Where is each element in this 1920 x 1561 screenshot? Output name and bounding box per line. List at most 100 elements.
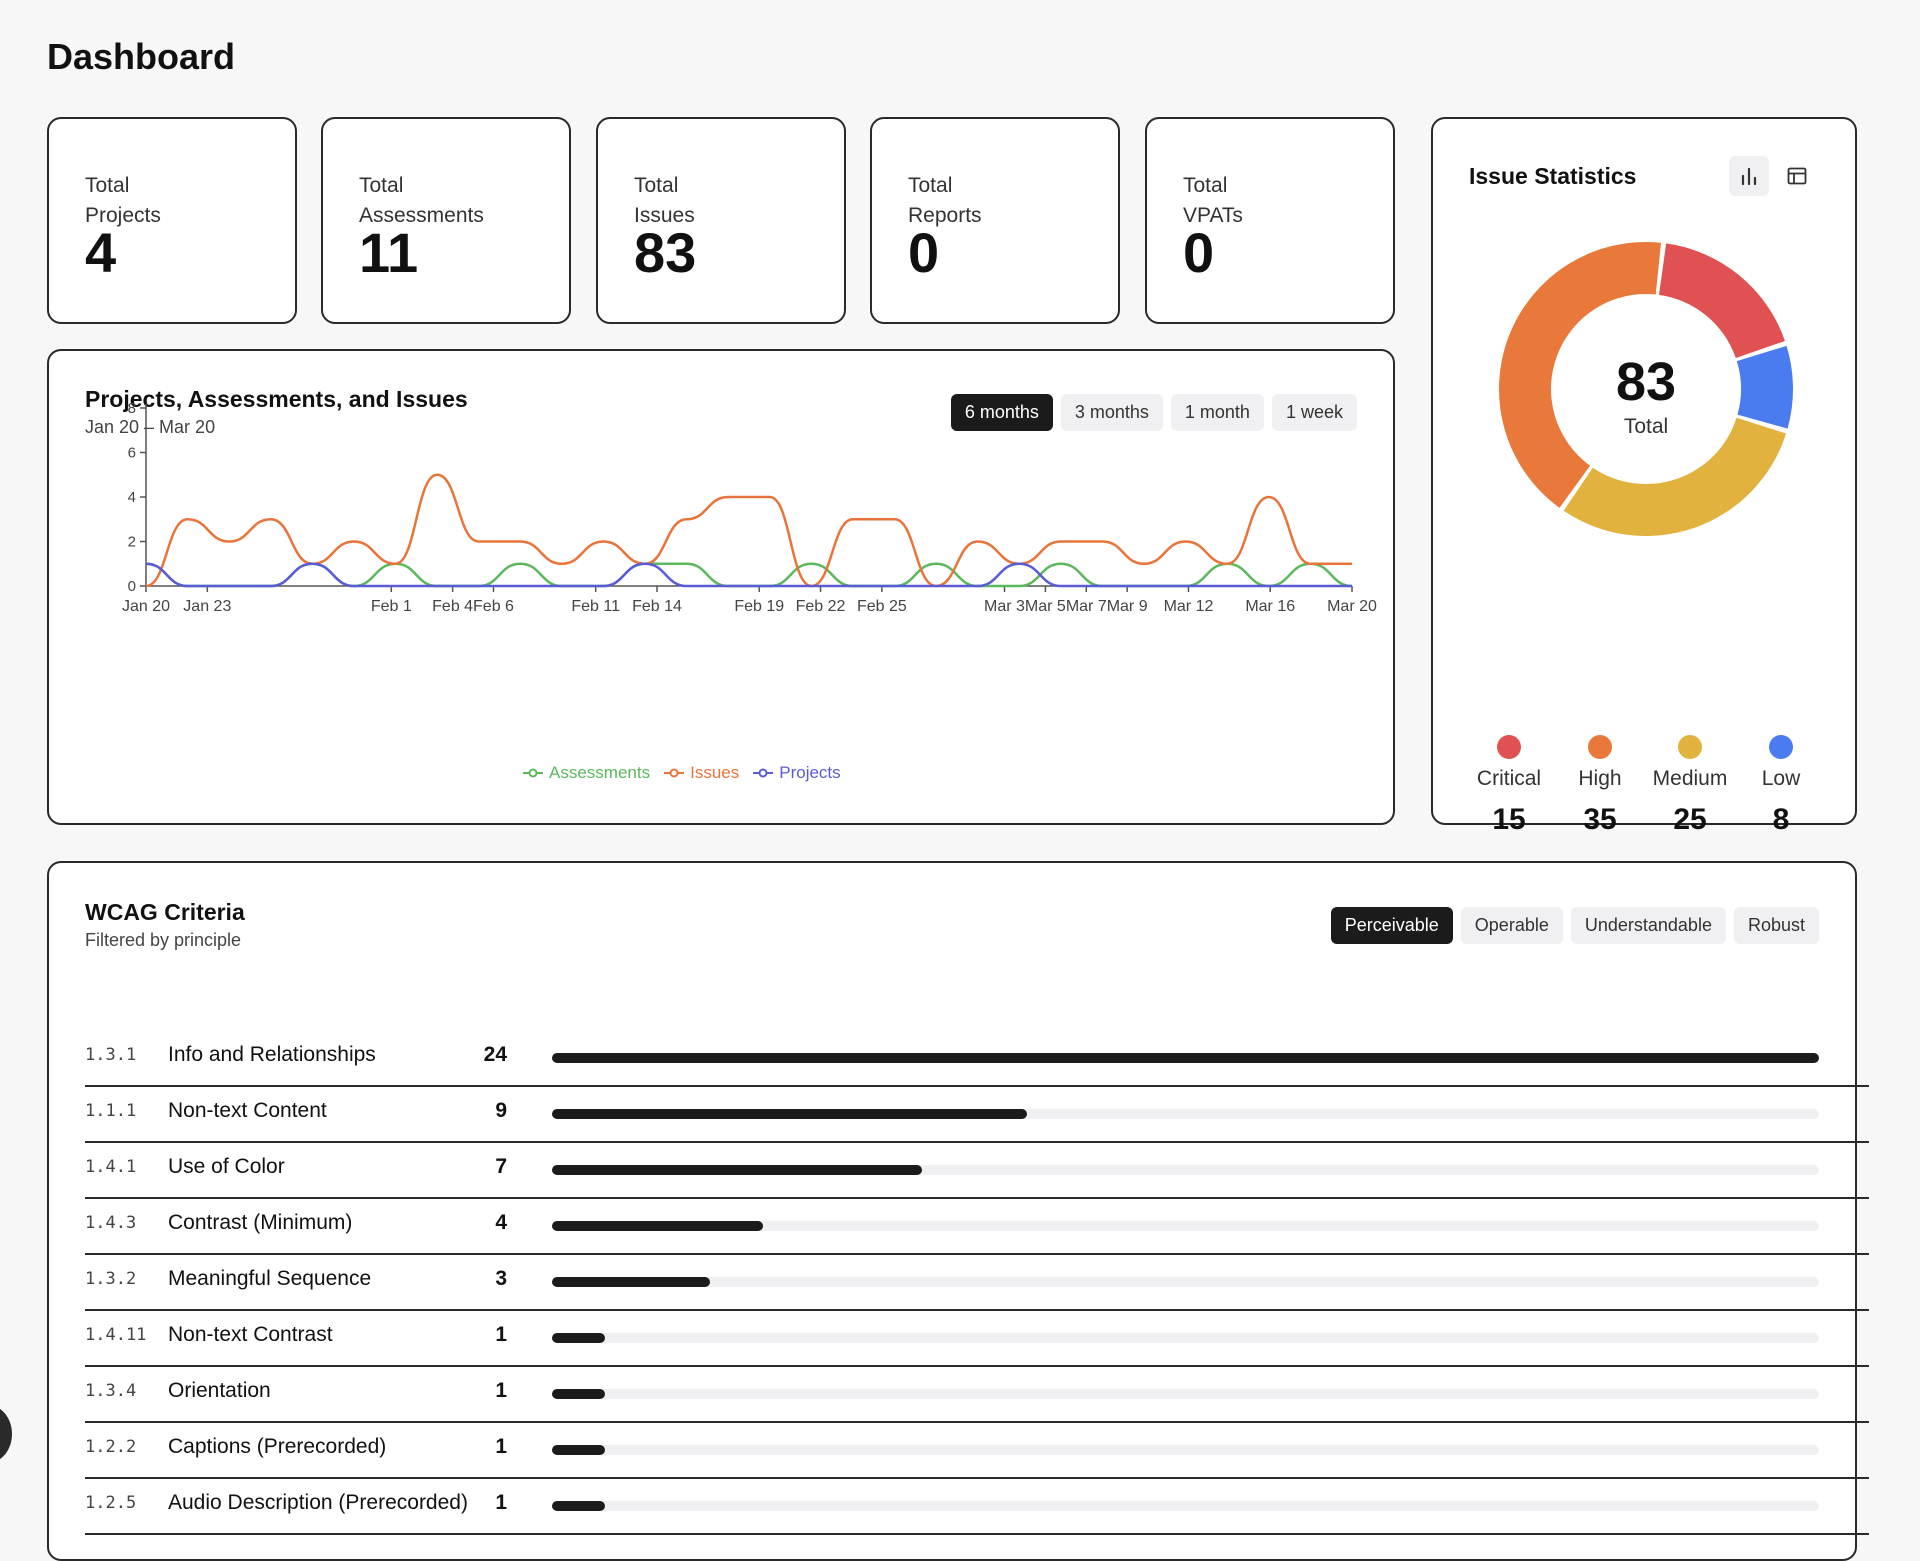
wcag-principle-filter: Perceivable Operable Understandable Robu… bbox=[1330, 907, 1819, 944]
series-line-issues bbox=[145, 473, 1352, 588]
wcag-row[interactable]: 1.1.1 Non-text Content 9 bbox=[85, 1087, 1869, 1143]
x-tick-label: Mar 3 bbox=[984, 598, 1025, 615]
wcag-row[interactable]: 1.4.11 Non-text Contrast 1 bbox=[85, 1311, 1869, 1367]
floating-action-button[interactable] bbox=[0, 1405, 12, 1463]
severity-low: Low 8 bbox=[1736, 735, 1826, 837]
range-1-month-button[interactable]: 1 month bbox=[1170, 394, 1264, 431]
stat-label-line: Total bbox=[85, 174, 130, 197]
stat-label: Total VPATs bbox=[1183, 171, 1243, 231]
legend-item-projects[interactable]: Projects bbox=[753, 763, 841, 783]
criterion-code: 1.4.3 bbox=[85, 1213, 137, 1233]
donut-total-value: 83 bbox=[1615, 352, 1677, 412]
x-tick-label: Feb 22 bbox=[796, 598, 846, 615]
x-tick-label: Mar 7 bbox=[1066, 598, 1107, 615]
trend-range-label: Jan 20 – Mar 20 bbox=[85, 417, 216, 437]
bar-chart-view-button[interactable] bbox=[1729, 156, 1769, 196]
filter-perceivable-button[interactable]: Perceivable bbox=[1330, 907, 1453, 944]
issue-stats-title: Issue Statistics bbox=[1469, 163, 1637, 189]
donut-slice-high[interactable] bbox=[1499, 242, 1662, 508]
criterion-bar-track bbox=[552, 1389, 1819, 1399]
y-tick-label: 4 bbox=[128, 489, 136, 506]
range-6-months-button[interactable]: 6 months bbox=[950, 394, 1053, 431]
filter-robust-button[interactable]: Robust bbox=[1733, 907, 1819, 944]
range-1-week-button[interactable]: 1 week bbox=[1271, 394, 1357, 431]
x-tick-label: Mar 12 bbox=[1164, 598, 1214, 615]
bar-chart-icon bbox=[1741, 167, 1757, 186]
range-3-months-button[interactable]: 3 months bbox=[1060, 394, 1163, 431]
criterion-name: Contrast (Minimum) bbox=[168, 1211, 353, 1234]
criterion-code: 1.3.1 bbox=[85, 1045, 137, 1065]
wcag-subtitle: Filtered by principle bbox=[85, 930, 242, 950]
series-line-projects bbox=[145, 562, 1352, 588]
criterion-name: Captions (Prerecorded) bbox=[168, 1435, 387, 1458]
stat-label: Total Projects bbox=[85, 171, 161, 231]
wcag-card: WCAG Criteria Filtered by principle Perc… bbox=[47, 861, 1869, 1561]
stat-value: 0 bbox=[1183, 221, 1215, 284]
wcag-row[interactable]: 1.3.1 Info and Relationships 24 bbox=[85, 1031, 1869, 1087]
filter-operable-button[interactable]: Operable bbox=[1460, 907, 1563, 944]
trend-card: Projects, Assessments, and Issues Jan 20… bbox=[47, 349, 1395, 825]
legend-item-assessments[interactable]: Assessments bbox=[523, 763, 650, 783]
criterion-name: Orientation bbox=[168, 1379, 271, 1402]
severity-medium: Medium 25 bbox=[1645, 735, 1735, 837]
stat-value: 4 bbox=[85, 221, 117, 284]
severity-count: 25 bbox=[1673, 803, 1707, 836]
page-title: Dashboard bbox=[47, 36, 236, 77]
stat-label-line: Total bbox=[634, 174, 679, 197]
donut-slice-critical[interactable] bbox=[1659, 243, 1785, 358]
table-icon bbox=[1787, 167, 1807, 185]
stat-label: Total Issues bbox=[634, 171, 695, 231]
stat-card-reports: Total Reports 0 bbox=[870, 117, 1120, 324]
criterion-name: Meaningful Sequence bbox=[168, 1267, 372, 1290]
legend-item-issues[interactable]: Issues bbox=[664, 763, 739, 783]
severity-name: Critical bbox=[1476, 767, 1542, 790]
criterion-bar-fill bbox=[552, 1333, 605, 1343]
criterion-bar-track bbox=[552, 1053, 1819, 1063]
issue-stats-card: Issue Statistics 83 Total Critical 15 Hig… bbox=[1431, 117, 1857, 836]
criterion-bar-fill bbox=[552, 1053, 1819, 1063]
legend-label: Assessments bbox=[549, 763, 651, 782]
donut-total-label: Total bbox=[1623, 415, 1669, 438]
criterion-count: 7 bbox=[495, 1155, 507, 1178]
severity-dot bbox=[1588, 735, 1612, 759]
y-tick-label: 0 bbox=[128, 578, 136, 595]
donut-slice-medium[interactable] bbox=[1563, 417, 1787, 536]
x-tick-label: Feb 1 bbox=[371, 598, 412, 615]
filter-understandable-button[interactable]: Understandable bbox=[1570, 907, 1726, 944]
criterion-code: 1.4.1 bbox=[85, 1157, 137, 1177]
criterion-bar-fill bbox=[552, 1277, 711, 1287]
wcag-row[interactable]: 1.2.2 Captions (Prerecorded) 1 bbox=[85, 1423, 1869, 1479]
series-line-assessments bbox=[145, 562, 1353, 588]
criterion-bar-fill bbox=[552, 1501, 605, 1511]
criterion-name: Non-text Content bbox=[168, 1099, 327, 1122]
wcag-row[interactable]: 1.2.5 Audio Description (Prerecorded) 1 bbox=[85, 1479, 1869, 1535]
criterion-code: 1.2.2 bbox=[85, 1437, 137, 1457]
x-tick-label: Feb 11 bbox=[571, 598, 620, 615]
severity-high: High 35 bbox=[1555, 735, 1645, 837]
donut-slice-low[interactable] bbox=[1736, 345, 1793, 429]
x-tick-label: Jan 23 bbox=[183, 598, 231, 615]
wcag-row[interactable]: 1.4.3 Contrast (Minimum) 4 bbox=[85, 1199, 1869, 1255]
criterion-bar-track bbox=[552, 1165, 1819, 1175]
stat-card-vpats: Total VPATs 0 bbox=[1145, 117, 1395, 324]
severity-dot bbox=[1678, 735, 1702, 759]
criterion-code: 1.4.11 bbox=[85, 1325, 147, 1345]
legend-label: Projects bbox=[779, 763, 841, 782]
severity-count: 35 bbox=[1583, 803, 1617, 836]
table-view-button[interactable] bbox=[1777, 156, 1817, 196]
criterion-code: 1.3.2 bbox=[85, 1269, 137, 1289]
criterion-name: Info and Relationships bbox=[168, 1043, 376, 1066]
criterion-count: 4 bbox=[495, 1211, 507, 1234]
wcag-row[interactable]: 1.3.4 Orientation 1 bbox=[85, 1367, 1869, 1423]
criterion-count: 1 bbox=[495, 1435, 507, 1458]
issue-donut-chart bbox=[1499, 242, 1793, 536]
stat-value: 83 bbox=[634, 221, 697, 284]
criterion-count: 9 bbox=[495, 1099, 507, 1122]
trend-legend: Assessments Issues Projects bbox=[523, 763, 841, 783]
criterion-count: 3 bbox=[495, 1267, 507, 1290]
severity-dot bbox=[1769, 735, 1793, 759]
stat-label-line: Total bbox=[908, 174, 953, 197]
wcag-row[interactable]: 1.4.1 Use of Color 7 bbox=[85, 1143, 1869, 1199]
criterion-count: 1 bbox=[495, 1379, 507, 1402]
wcag-row[interactable]: 1.3.2 Meaningful Sequence 3 bbox=[85, 1255, 1869, 1311]
